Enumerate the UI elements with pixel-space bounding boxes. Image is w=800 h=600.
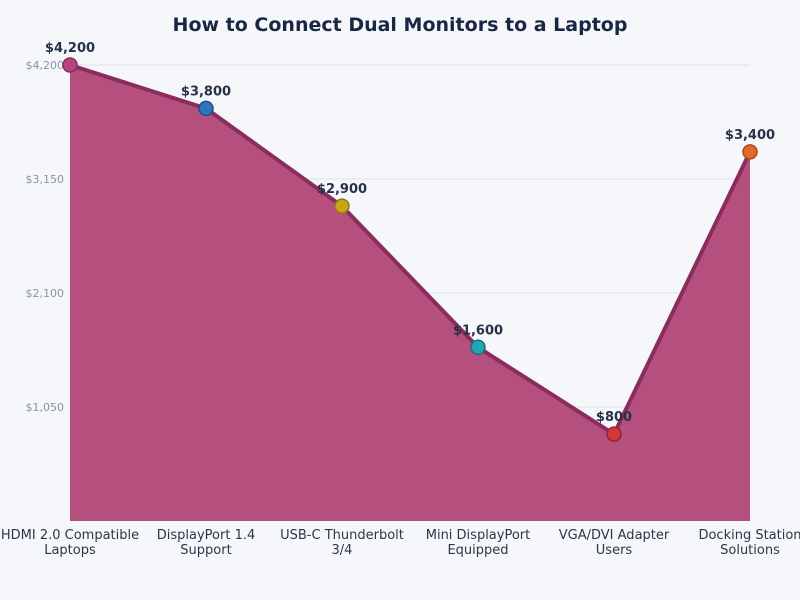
data-value-label: $2,900 xyxy=(317,182,367,197)
data-labels: $4,200 $3,800 $2,900 $1,600 $800 $3,400 xyxy=(45,41,775,425)
data-markers xyxy=(62,57,758,442)
data-value-label: $800 xyxy=(596,410,632,425)
chart-title: How to Connect Dual Monitors to a Laptop xyxy=(172,14,628,36)
x-category-label: HDMI 2.0 Compatible xyxy=(1,528,139,543)
x-category-label: Solutions xyxy=(720,543,780,558)
data-point-marker xyxy=(198,100,214,117)
y-axis-ticks: $1,050 $2,100 $3,150 $4,200 xyxy=(26,59,65,414)
y-tick-label: $1,050 xyxy=(26,401,65,414)
x-category-label: Support xyxy=(180,543,231,558)
x-category-label: 3/4 xyxy=(332,543,353,558)
x-category-label: Equipped xyxy=(447,543,508,558)
area-fill xyxy=(70,65,750,521)
data-point-marker xyxy=(62,57,78,73)
y-tick-label: $2,100 xyxy=(26,287,65,300)
x-category-label: VGA/DVI Adapter xyxy=(559,528,670,543)
data-point-marker xyxy=(742,144,758,160)
x-category-label: DisplayPort 1.4 xyxy=(157,528,256,543)
data-value-label: $3,800 xyxy=(181,84,231,99)
data-point-marker xyxy=(606,426,622,442)
x-category-label: Docking Station xyxy=(698,528,800,543)
x-category-label: USB-C Thunderbolt xyxy=(280,528,404,543)
x-category-label: Users xyxy=(596,543,633,558)
y-tick-label: $3,150 xyxy=(26,173,65,186)
x-category-label: Laptops xyxy=(44,543,96,558)
data-point-marker xyxy=(334,198,350,214)
data-point-marker xyxy=(470,339,486,356)
y-tick-label: $4,200 xyxy=(26,59,65,72)
data-value-label: $1,600 xyxy=(453,323,503,338)
x-category-label: Mini DisplayPort xyxy=(426,528,531,543)
series-line xyxy=(69,63,752,437)
data-value-label: $4,200 xyxy=(45,41,95,56)
data-value-label: $3,400 xyxy=(725,128,775,143)
